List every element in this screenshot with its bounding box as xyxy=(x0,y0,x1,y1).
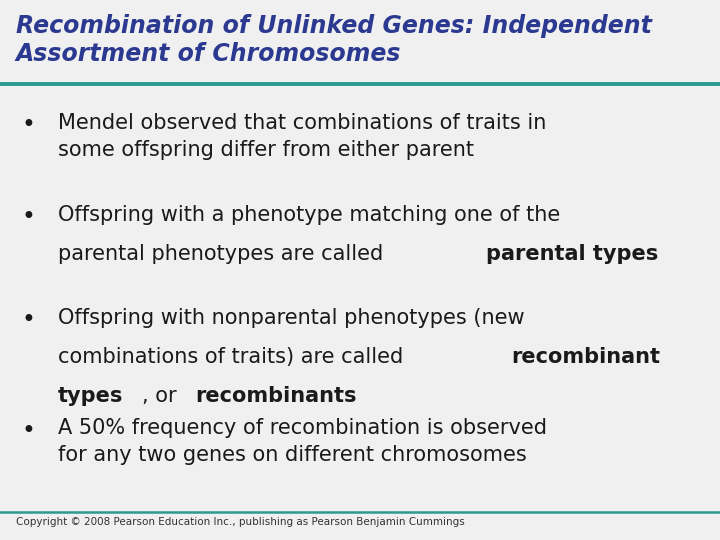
Text: A 50% frequency of recombination is observed
for any two genes on different chro: A 50% frequency of recombination is obse… xyxy=(58,418,546,465)
Text: parental phenotypes are called: parental phenotypes are called xyxy=(58,244,390,264)
Text: Copyright © 2008 Pearson Education Inc., publishing as Pearson Benjamin Cummings: Copyright © 2008 Pearson Education Inc.,… xyxy=(16,517,464,528)
Text: •: • xyxy=(22,308,35,332)
Text: types: types xyxy=(58,386,123,406)
Text: combinations of traits) are called: combinations of traits) are called xyxy=(58,347,410,367)
Text: •: • xyxy=(22,205,35,229)
Text: recombinant: recombinant xyxy=(512,347,661,367)
Text: Recombination of Unlinked Genes: Independent
Assortment of Chromosomes: Recombination of Unlinked Genes: Indepen… xyxy=(16,14,652,66)
Text: •: • xyxy=(22,418,35,442)
Text: Offspring with a phenotype matching one of the: Offspring with a phenotype matching one … xyxy=(58,205,560,225)
Text: , or: , or xyxy=(142,386,183,406)
Text: •: • xyxy=(22,113,35,137)
Text: parental types: parental types xyxy=(486,244,658,264)
Text: Mendel observed that combinations of traits in
some offspring differ from either: Mendel observed that combinations of tra… xyxy=(58,113,546,160)
Text: Offspring with nonparental phenotypes (new: Offspring with nonparental phenotypes (n… xyxy=(58,308,524,328)
Text: recombinants: recombinants xyxy=(195,386,356,406)
